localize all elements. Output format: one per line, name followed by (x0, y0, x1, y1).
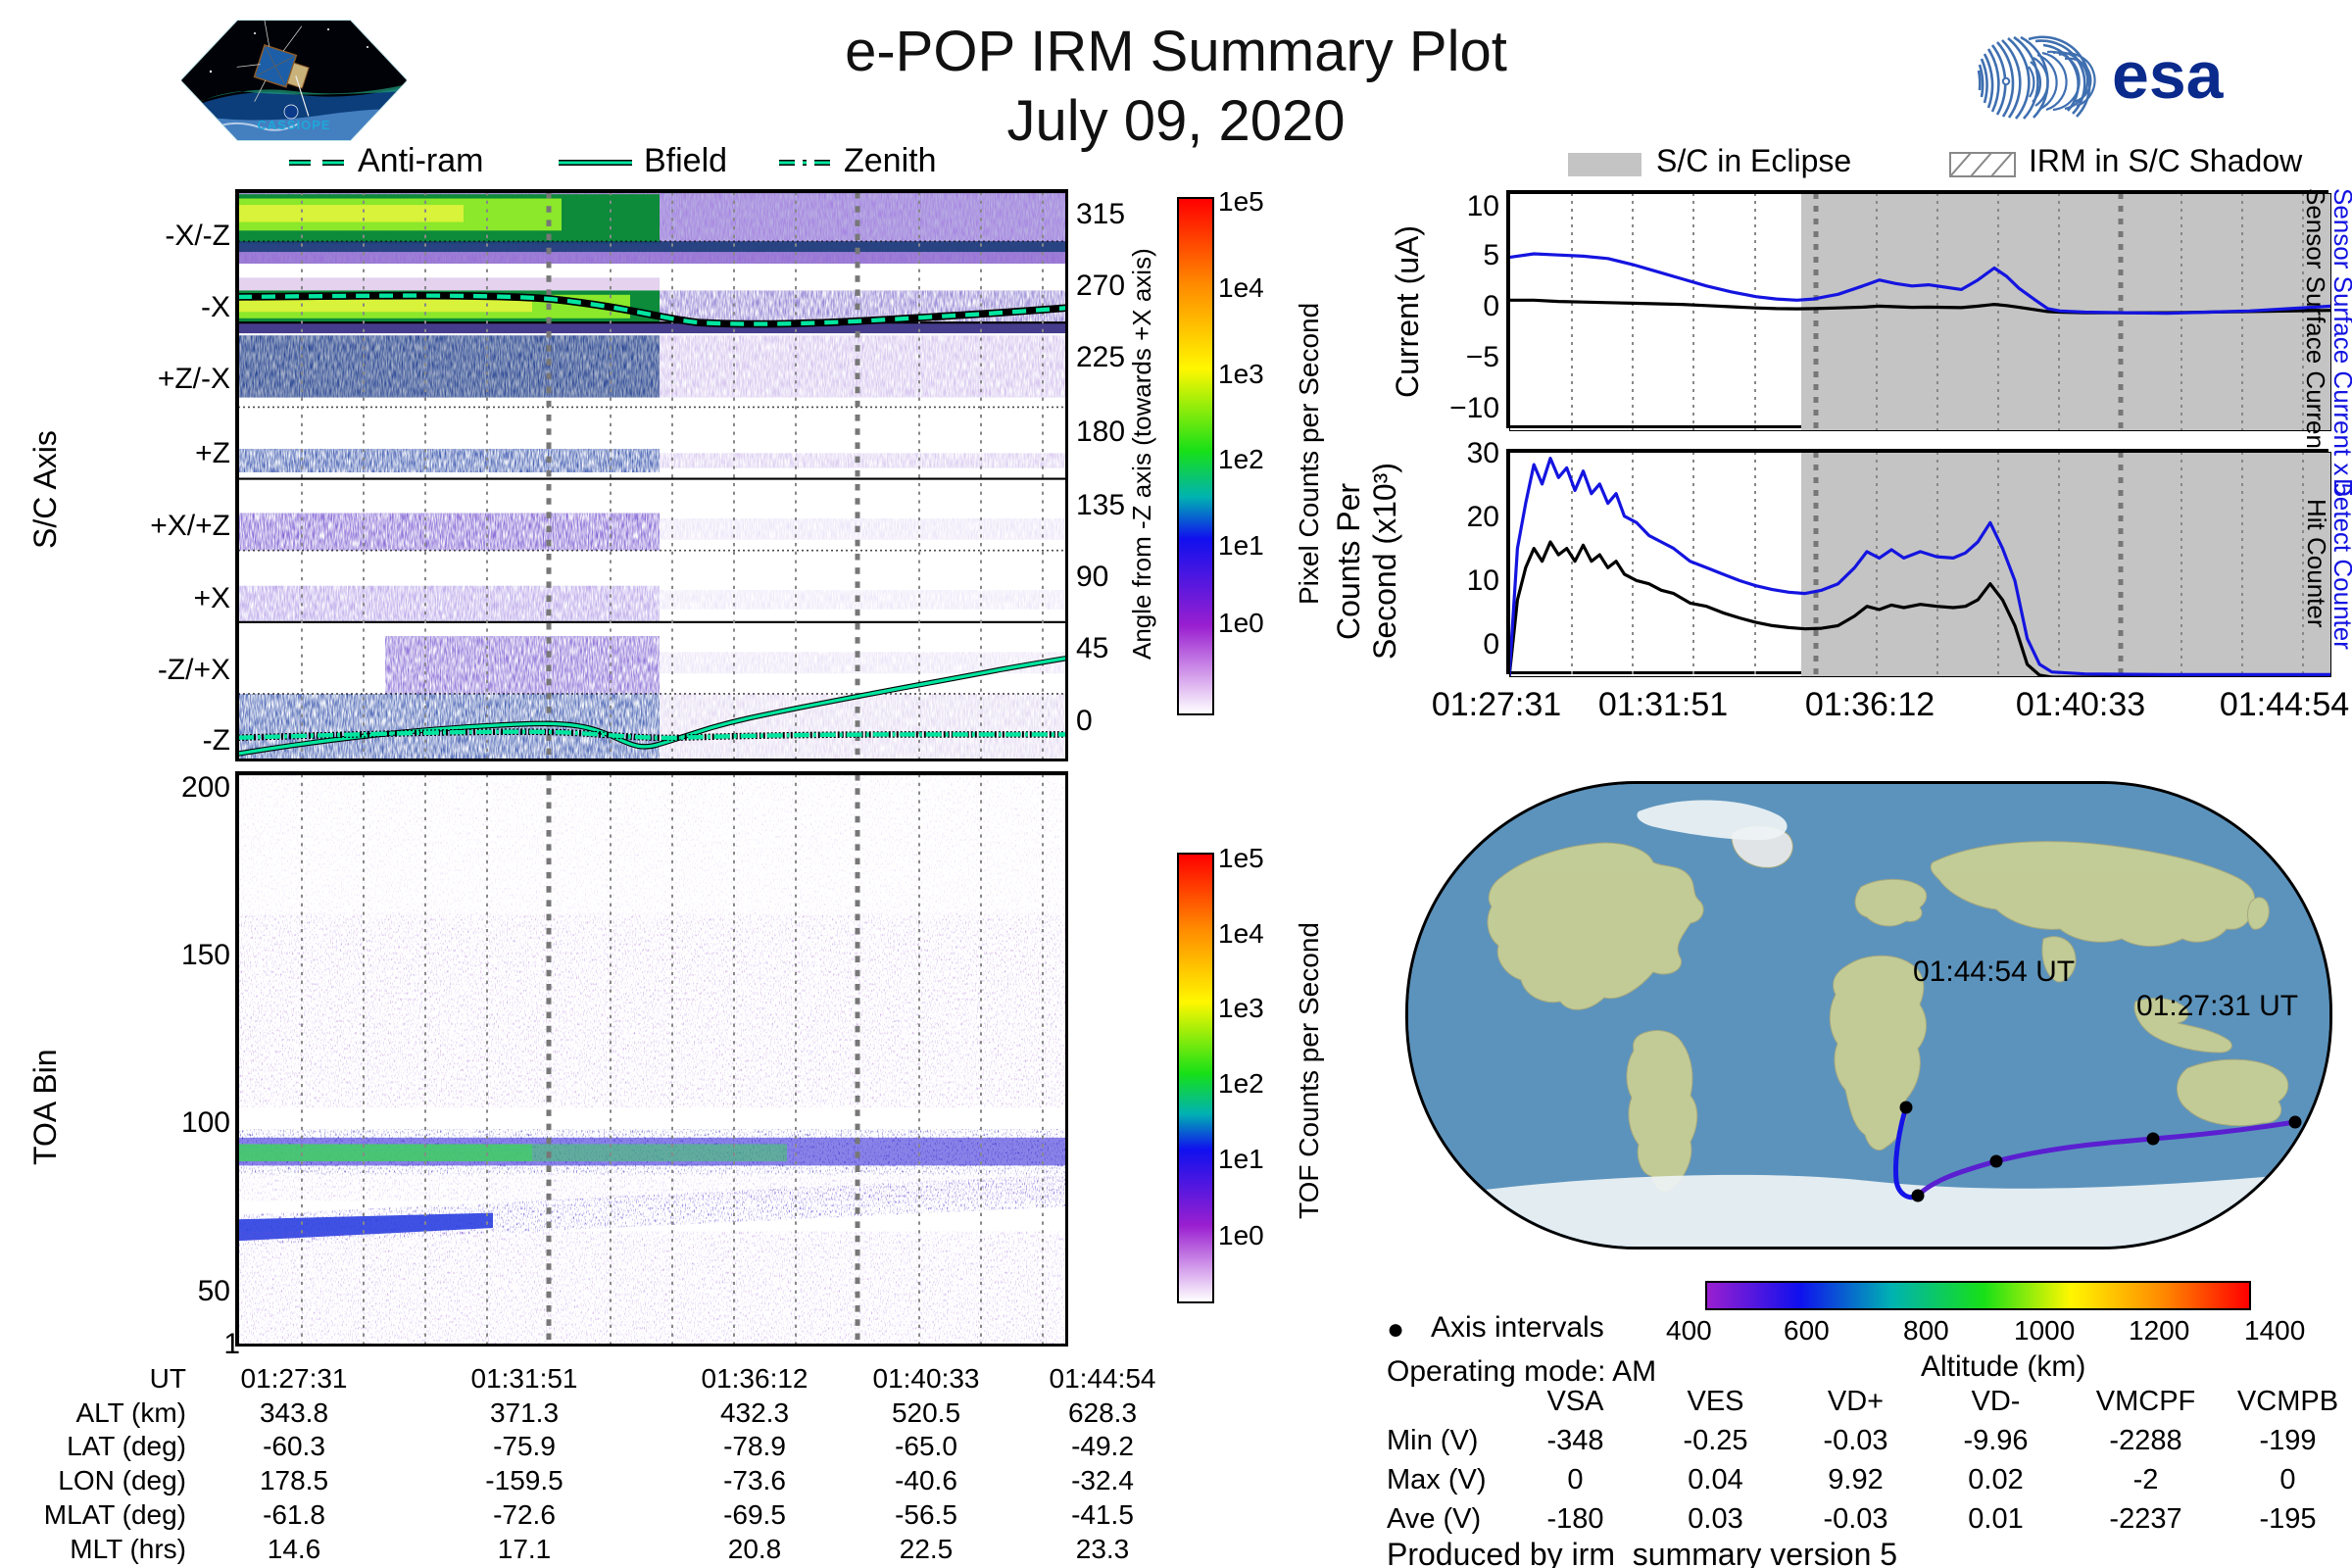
svg-text:IRM in S/C Shadow: IRM in S/C Shadow (2029, 145, 2303, 178)
svg-text:Zenith: Zenith (844, 145, 937, 179)
svg-text:esa: esa (2112, 38, 2225, 113)
svg-text:S/C in Eclipse: S/C in Eclipse (1656, 145, 1851, 178)
svg-text:Bfield: Bfield (644, 145, 727, 179)
svg-text:Anti-ram: Anti-ram (358, 145, 483, 179)
